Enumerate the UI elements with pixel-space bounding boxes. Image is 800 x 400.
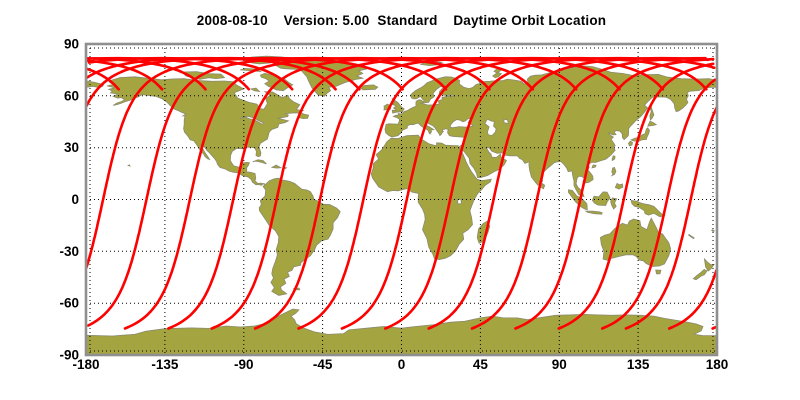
x-tick-label--90: -90 (234, 357, 254, 372)
landmass-north-america (106, 76, 305, 186)
lake-great-lakes (239, 115, 265, 125)
landmass-fiji (711, 229, 716, 233)
landmass-hokkaido (647, 120, 658, 127)
orbit-track-8 (297, 56, 665, 330)
landmass-sumatra (567, 189, 588, 211)
x-tick-label-0: 0 (398, 357, 406, 372)
x-tick-label--135: -135 (151, 357, 179, 372)
plot-title: 2008-08-10 Version: 5.00 Standard Daytim… (196, 13, 607, 28)
landmass-eurasia (384, 65, 717, 198)
x-tick-label--45: -45 (313, 357, 333, 372)
landmass-hainan (591, 164, 597, 169)
landmass-southampton (249, 87, 261, 93)
x-tick-label-45: 45 (473, 357, 489, 372)
orbit-track-9 (253, 56, 621, 330)
y-tick-label--90: -90 (59, 348, 79, 363)
landmass-borneo (591, 191, 611, 206)
orbit-track-4 (470, 56, 707, 330)
lake-lake-victoria (457, 198, 462, 205)
orbit-track-15 (86, 56, 361, 108)
x-tick-label-135: 135 (627, 357, 650, 372)
plot-frame (84, 42, 719, 357)
landmass-south-america (258, 177, 341, 296)
orbit-track-6 (383, 56, 716, 330)
orbit-track-10 (210, 56, 578, 330)
landmass-sulawesi (610, 197, 618, 210)
landmass-taiwan (611, 155, 616, 162)
y-tick-label--60: -60 (59, 296, 79, 311)
orbit-track-15 (624, 106, 717, 330)
orbit-track-14 (667, 268, 717, 330)
orbit-track-12 (123, 56, 491, 330)
landmass-honshu (630, 127, 650, 143)
landmass-hawaii (127, 164, 131, 167)
x-tick-label-90: 90 (552, 357, 567, 372)
landmass-java (584, 210, 603, 215)
landmass-sri-lanka (541, 182, 546, 190)
orbit-track-5 (86, 59, 164, 91)
landmass-africa (370, 134, 492, 261)
y-tick-label-60: 60 (64, 88, 79, 103)
orbit-track-4 (86, 56, 207, 91)
x-tick-label-180: 180 (706, 357, 729, 372)
orbit-track-13 (711, 325, 717, 330)
y-tick-label-0: 0 (71, 192, 79, 207)
orbit-track-13 (87, 56, 448, 327)
y-tick-label-90: 90 (64, 37, 79, 52)
landmass-luzon (610, 167, 617, 177)
orbit-track-11 (167, 56, 535, 330)
landmass-kyushu (628, 140, 633, 147)
orbit-track-2 (557, 62, 715, 330)
lake-baltic-sea (419, 85, 455, 106)
orbit-track-3 (514, 57, 715, 330)
landmass-tasmania (655, 269, 662, 275)
landmass-cuba (252, 159, 267, 165)
lake-aral-sea (503, 118, 509, 125)
landmass-hispaniola (270, 164, 283, 169)
y-tick-label--30: -30 (59, 244, 79, 259)
orbit-track-1 (600, 78, 717, 330)
landmass-new-zealand-south (692, 269, 708, 281)
x-tick-label--180: -180 (72, 357, 99, 372)
orbit-track-7 (340, 56, 708, 330)
landmass-great-britain (391, 98, 405, 114)
landmass-mindanao (614, 182, 624, 190)
y-tick-label-30: 30 (64, 140, 79, 155)
landmass-new-caledonia (688, 233, 695, 239)
lake-caspian-sea (484, 118, 497, 137)
landmass-new-zealand-north (703, 257, 715, 272)
